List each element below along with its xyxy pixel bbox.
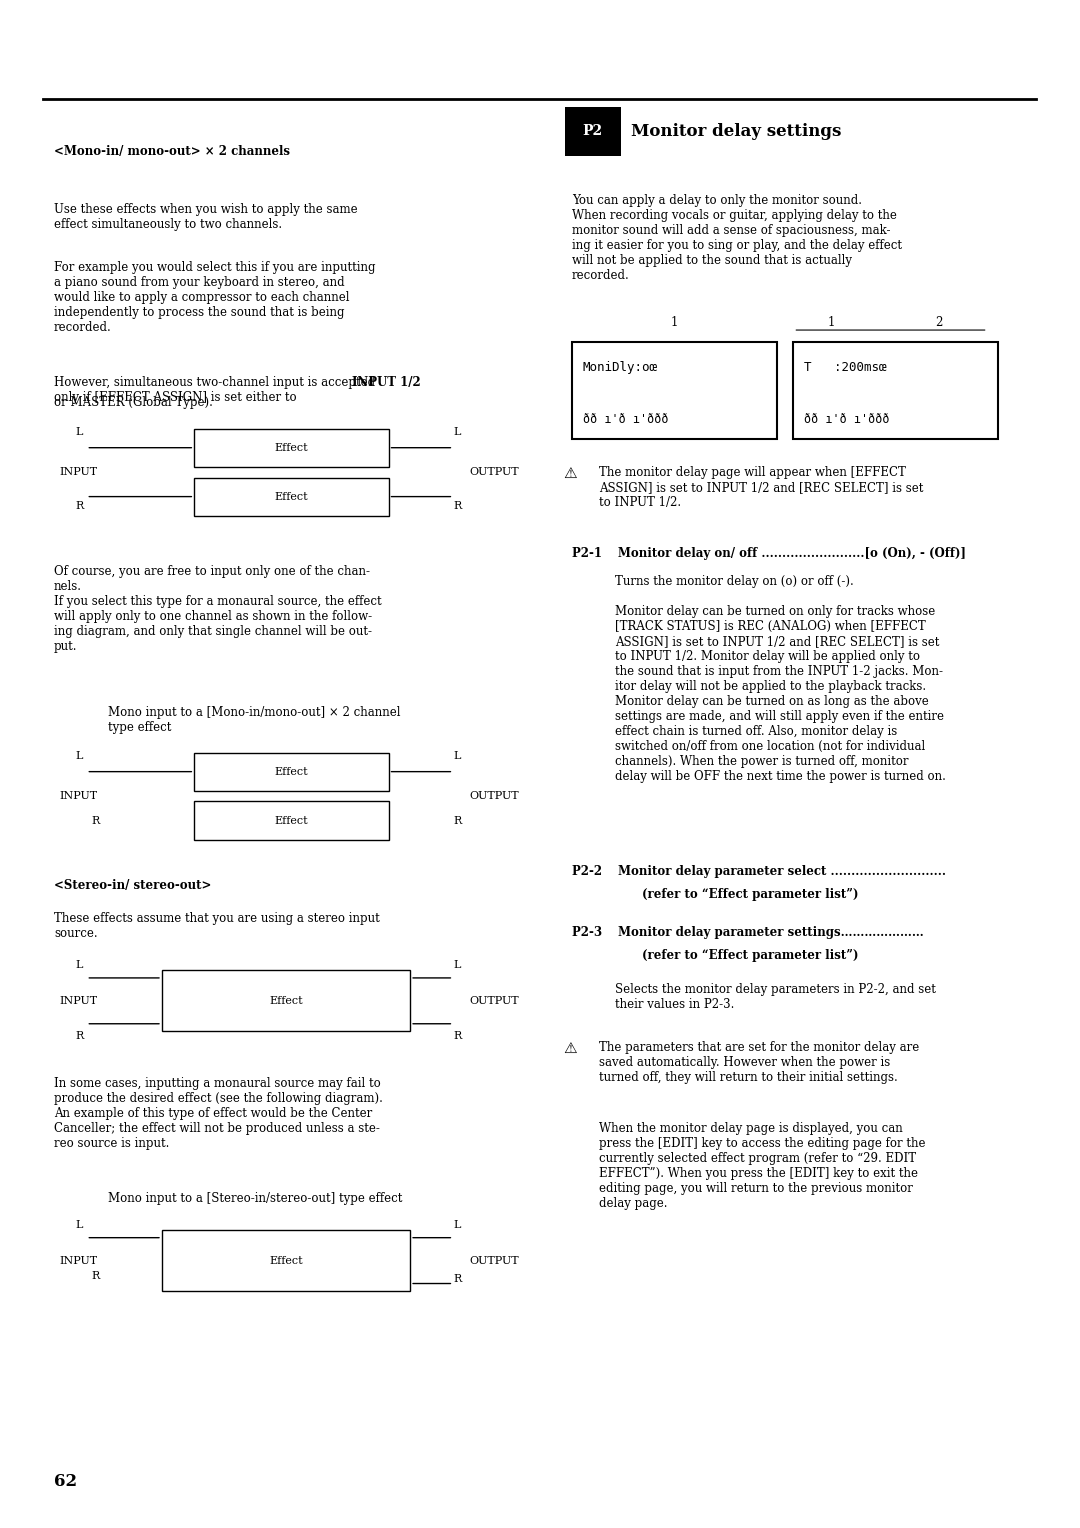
Text: R: R [92,816,100,825]
Text: Of course, you are free to input only one of the chan-
nels.
If you select this : Of course, you are free to input only on… [54,565,381,654]
Text: However, simultaneous two-channel input is accepted
only if [EFFECT ASSIGN] is s: However, simultaneous two-channel input … [54,376,375,403]
Text: Use these effects when you wish to apply the same
effect simultaneously to two c: Use these effects when you wish to apply… [54,203,357,231]
Text: 1: 1 [827,315,835,329]
Text: Effect: Effect [269,996,302,1005]
Text: T   :200msœ: T :200msœ [805,361,887,374]
Text: Monitor delay can be turned on only for tracks whose
[TRACK STATUS] is REC (ANAL: Monitor delay can be turned on only for … [616,605,946,782]
Text: OUTPUT: OUTPUT [470,792,519,801]
Bar [162,1230,410,1291]
Text: These effects assume that you are using a stereo input
source.: These effects assume that you are using … [54,912,380,940]
Text: R: R [76,501,84,512]
Text: INPUT 1/2: INPUT 1/2 [55,376,421,390]
Text: OUTPUT: OUTPUT [470,468,519,477]
Text: P2: P2 [582,124,603,139]
Text: Selects the monitor delay parameters in P2-2, and set
their values in P2-3.: Selects the monitor delay parameters in … [616,983,936,1010]
Text: P2-2  Monitor delay parameter select ............................: P2-2 Monitor delay parameter select ....… [572,865,946,879]
Text: 1: 1 [671,315,678,329]
Text: R: R [454,1274,461,1284]
Text: L: L [454,426,461,437]
Text: The parameters that are set for the monitor delay are
saved automatically. Howev: The parameters that are set for the moni… [599,1041,919,1083]
Text: L: L [76,960,83,970]
Text: 62: 62 [54,1473,77,1490]
Text: When the monitor delay page is displayed, you can
press the [EDIT] key to access: When the monitor delay page is displayed… [599,1122,926,1210]
Text: L: L [454,750,461,761]
Text: Effect: Effect [274,492,308,501]
Text: Effect: Effect [274,767,308,776]
Text: ðð ı'ð ı'ððð: ðð ı'ð ı'ððð [583,413,669,426]
Text: P2-1  Monitor delay on/ off .........................[o (On), - (Off)]: P2-1 Monitor delay on/ off .............… [572,547,967,561]
Text: Effect: Effect [274,443,308,452]
Text: ðð ı'ð ı'ððð: ðð ı'ð ı'ððð [805,413,890,426]
Text: L: L [76,750,83,761]
Text: L: L [76,426,83,437]
Text: Monitor delay settings: Monitor delay settings [632,122,841,141]
Text: Mono input to a [Stereo-in/stereo-out] type effect: Mono input to a [Stereo-in/stereo-out] t… [108,1192,403,1206]
Text: Mono input to a [Mono-in/mono-out] × 2 channel
type effect: Mono input to a [Mono-in/mono-out] × 2 c… [108,706,401,733]
Text: R: R [454,816,461,825]
Text: R: R [92,1271,100,1280]
Text: OUTPUT: OUTPUT [470,1256,519,1265]
Text: INPUT: INPUT [59,1256,97,1265]
Text: R: R [454,501,461,512]
FancyBboxPatch shape [565,107,621,156]
Bar [194,802,389,840]
Text: The monitor delay page will appear when [EFFECT
ASSIGN] is set to INPUT 1/2 and : The monitor delay page will appear when … [599,466,923,509]
Bar [194,478,389,516]
Text: R: R [454,1031,461,1042]
Text: OUTPUT: OUTPUT [470,996,519,1005]
Text: For example you would select this if you are inputting
a piano sound from your k: For example you would select this if you… [54,261,376,335]
Bar [794,342,998,439]
Text: or MASTER (Global Type).: or MASTER (Global Type). [54,396,213,410]
Text: You can apply a delay to only the monitor sound.
When recording vocals or guitar: You can apply a delay to only the monito… [572,194,902,283]
Text: (refer to “Effect parameter list”): (refer to “Effect parameter list”) [643,949,859,963]
Text: Effect: Effect [274,816,308,825]
Text: L: L [454,1219,461,1230]
Text: MoniDly:oœ: MoniDly:oœ [583,361,658,374]
Text: <Stereo-in/ stereo-out>: <Stereo-in/ stereo-out> [54,879,212,892]
Text: ⚠: ⚠ [564,1041,577,1056]
Bar [194,753,389,792]
Text: In some cases, inputting a monaural source may fail to
produce the desired effec: In some cases, inputting a monaural sour… [54,1077,382,1151]
Text: (refer to “Effect parameter list”): (refer to “Effect parameter list”) [643,888,859,902]
Text: INPUT: INPUT [59,468,97,477]
Text: Turns the monitor delay on (o) or off (-).: Turns the monitor delay on (o) or off (-… [616,575,854,588]
Bar [162,970,410,1031]
Text: INPUT: INPUT [59,996,97,1005]
Text: Effect: Effect [269,1256,302,1265]
Bar [572,342,778,439]
Text: INPUT: INPUT [59,792,97,801]
Text: <Mono-in/ mono-out> × 2 channels: <Mono-in/ mono-out> × 2 channels [54,145,289,159]
Text: ⚠: ⚠ [564,466,577,481]
Text: L: L [454,960,461,970]
Bar [194,428,389,468]
Text: 2: 2 [935,315,943,329]
Text: L: L [76,1219,83,1230]
Text: R: R [76,1031,84,1042]
Text: P2-3  Monitor delay parameter settings…………………: P2-3 Monitor delay parameter settings………… [572,926,923,940]
